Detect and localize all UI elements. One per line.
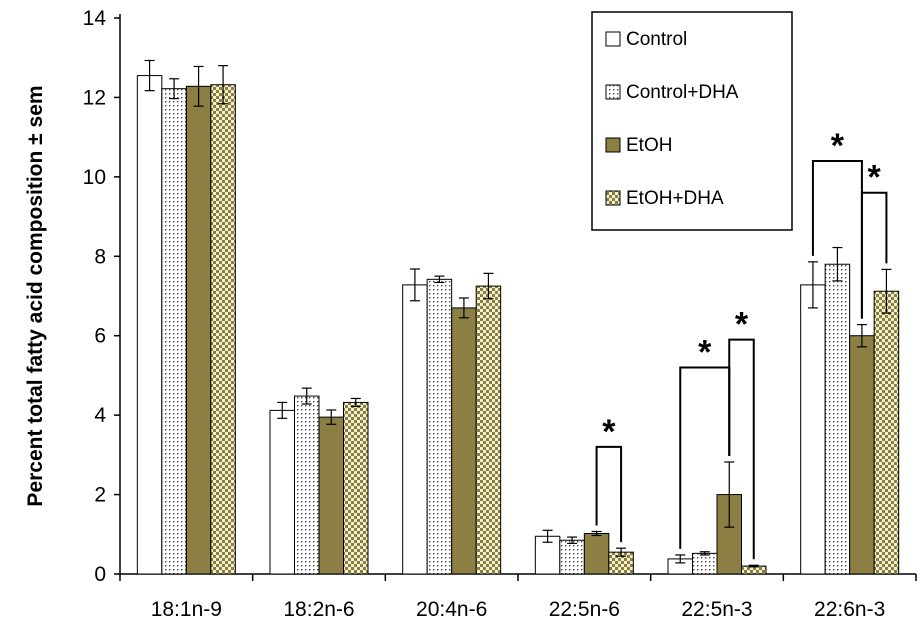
legend-label: Control+DHA: [626, 82, 739, 103]
legend-swatch: [605, 31, 621, 47]
axes: 0 2 4 6 8 10 12 14 18:1n-9 18:2n-6 20:4n-6 22:5n-6 2…: [83, 7, 917, 621]
x-tick-label: 22:5n-6: [549, 598, 620, 621]
bar: [559, 539, 585, 575]
x-tick-label: 18:2n-6: [283, 598, 354, 621]
bar: [318, 416, 344, 575]
significance-star: *: [602, 413, 616, 451]
significance-star: *: [831, 127, 845, 165]
significance-star: *: [735, 306, 749, 344]
y-tick-label: 4: [94, 404, 106, 427]
x-tick-label: 22:5n-3: [681, 598, 752, 621]
y-tick-label: 8: [94, 245, 106, 268]
legend-box: [591, 11, 793, 231]
bar: [343, 401, 369, 575]
legend-swatch: [605, 84, 621, 100]
bar: [402, 284, 428, 575]
significance-bracket: [860, 191, 888, 319]
bar: [475, 285, 502, 575]
legend-swatch: [605, 137, 621, 153]
x-tick-label: 20:4n-6: [416, 598, 487, 621]
significance-star: *: [698, 333, 712, 371]
significance-star: *: [868, 159, 882, 197]
bar: [136, 75, 163, 575]
y-axis-label: Percent total fatty acid composition ± s…: [24, 85, 47, 506]
y-tick-label: 2: [94, 484, 106, 507]
x-tick-label: 18:1n-9: [151, 598, 222, 621]
legend-label: Control: [626, 29, 687, 50]
bar: [583, 532, 610, 575]
bar: [451, 307, 477, 575]
bar: [269, 409, 295, 575]
bar: [294, 395, 320, 575]
bar: [873, 290, 900, 575]
legend-label: EtOH: [626, 135, 672, 156]
y-tick-label: 10: [83, 166, 106, 189]
bar: [692, 552, 718, 575]
bar: [800, 284, 826, 575]
y-tick-label: 6: [94, 325, 106, 348]
bar: [824, 263, 851, 575]
bar: [426, 278, 453, 575]
y-tick-label: 0: [94, 563, 106, 586]
legend: Control Control+DHA EtOH EtOH+DHA: [591, 11, 793, 231]
bar: [185, 85, 212, 575]
y-tick-label: 12: [83, 86, 106, 109]
bar: [161, 88, 187, 575]
bar: [210, 84, 236, 575]
significance-bracket: [595, 445, 623, 543]
bars: [136, 59, 900, 575]
significance-annotations: * * * * *: [595, 127, 888, 560]
x-tick-label: 22:6n-3: [814, 598, 885, 621]
y-tick-label: 14: [83, 7, 107, 30]
legend-swatch: [605, 190, 621, 206]
legend-label: EtOH+DHA: [626, 188, 724, 209]
bar: [849, 335, 875, 575]
significance-bracket: [728, 338, 755, 560]
